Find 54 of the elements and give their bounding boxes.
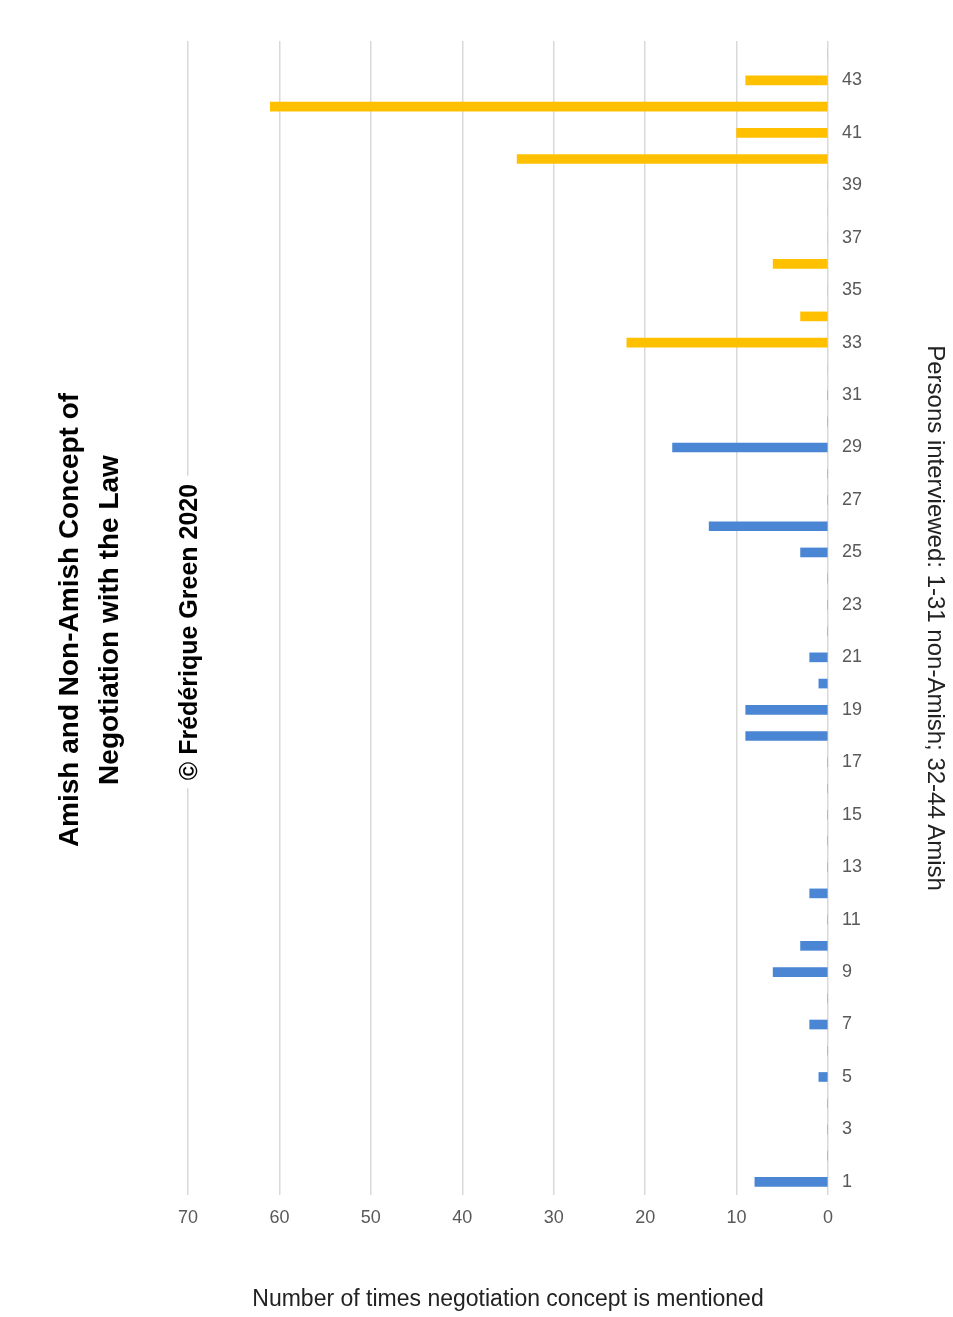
y-tick-label: 15 [842, 803, 863, 824]
bar [269, 101, 828, 112]
bar [708, 521, 828, 532]
bar [745, 75, 828, 86]
bar [800, 311, 828, 322]
y-tick-label: 7 [842, 1013, 853, 1034]
y-tick-label: 41 [842, 121, 863, 142]
x-axis-title: Number of times negotiation concept is mentioned [252, 1284, 764, 1311]
bar [745, 731, 828, 741]
bar [809, 888, 828, 899]
bar [754, 1177, 828, 1187]
bar [818, 678, 828, 689]
annotation: © Frédérique Green 2020 [173, 483, 202, 781]
y-tick-label: 21 [842, 646, 863, 667]
x-tick-label: 10 [726, 1206, 747, 1227]
y-tick-label: 43 [842, 69, 863, 90]
y-tick-label: 27 [842, 488, 863, 509]
y-tick-label: 37 [842, 226, 863, 247]
y-tick-label: 5 [842, 1065, 853, 1086]
x-tick-label: 20 [635, 1206, 656, 1227]
y-tick-label: 11 [842, 908, 861, 929]
y-axis-title: Persons interviewed: 1-31 non-Amish; 32-44 Amish [922, 345, 950, 891]
y-tick-label: 13 [842, 856, 863, 877]
x-tick-label: 60 [269, 1206, 290, 1227]
y-tick-label: 35 [842, 279, 863, 300]
bar [626, 337, 828, 348]
x-tick-label: 0 [822, 1206, 834, 1227]
bar [672, 442, 828, 453]
bar [809, 1019, 828, 1030]
bar [818, 1072, 828, 1082]
y-tick-label: 29 [842, 436, 863, 457]
bar [736, 127, 828, 138]
y-tick-label: 31 [842, 384, 863, 405]
x-tick-label: 40 [452, 1206, 473, 1227]
y-tick-label: 3 [842, 1118, 853, 1139]
y-tick-label: 39 [842, 174, 863, 195]
bar [800, 941, 828, 951]
bar [800, 547, 828, 558]
y-tick-label: 19 [842, 698, 863, 719]
text: Amish and Non-Amish Concept of Negotiation with the Law [52, 392, 124, 848]
y-tick-label: 23 [842, 593, 863, 614]
y-tick-label: 33 [842, 331, 863, 352]
bar [772, 967, 828, 977]
y-tick-label: 1 [842, 1170, 853, 1191]
bar [745, 704, 828, 715]
y-tick-label: 25 [842, 541, 863, 562]
y-tick-label: 9 [842, 961, 853, 982]
y-tick-label: 17 [842, 751, 863, 772]
x-tick-label: 70 [177, 1206, 199, 1227]
bar [772, 259, 828, 269]
bar [516, 154, 828, 164]
bar [809, 652, 828, 663]
x-tick-label: 50 [360, 1206, 381, 1227]
x-tick-label: 30 [543, 1206, 564, 1227]
